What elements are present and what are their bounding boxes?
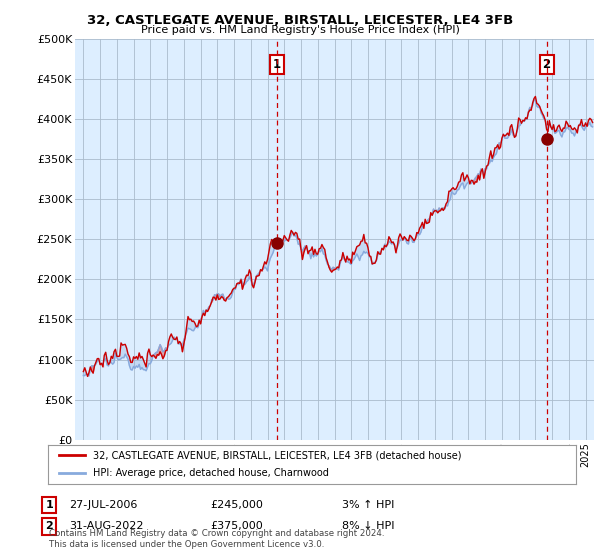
- Text: 1: 1: [273, 58, 281, 71]
- Text: 2: 2: [542, 58, 551, 71]
- Text: £375,000: £375,000: [210, 521, 263, 531]
- Text: Contains HM Land Registry data © Crown copyright and database right 2024.
This d: Contains HM Land Registry data © Crown c…: [49, 529, 385, 549]
- Text: 8% ↓ HPI: 8% ↓ HPI: [342, 521, 395, 531]
- Text: 1: 1: [46, 500, 53, 510]
- Text: 32, CASTLEGATE AVENUE, BIRSTALL, LEICESTER, LE4 3FB: 32, CASTLEGATE AVENUE, BIRSTALL, LEICEST…: [87, 14, 513, 27]
- Text: £245,000: £245,000: [210, 500, 263, 510]
- Text: Price paid vs. HM Land Registry's House Price Index (HPI): Price paid vs. HM Land Registry's House …: [140, 25, 460, 35]
- Text: HPI: Average price, detached house, Charnwood: HPI: Average price, detached house, Char…: [93, 468, 329, 478]
- Text: 2: 2: [46, 521, 53, 531]
- Text: 3% ↑ HPI: 3% ↑ HPI: [342, 500, 394, 510]
- Text: 31-AUG-2022: 31-AUG-2022: [69, 521, 143, 531]
- Text: 32, CASTLEGATE AVENUE, BIRSTALL, LEICESTER, LE4 3FB (detached house): 32, CASTLEGATE AVENUE, BIRSTALL, LEICEST…: [93, 450, 461, 460]
- Text: 27-JUL-2006: 27-JUL-2006: [69, 500, 137, 510]
